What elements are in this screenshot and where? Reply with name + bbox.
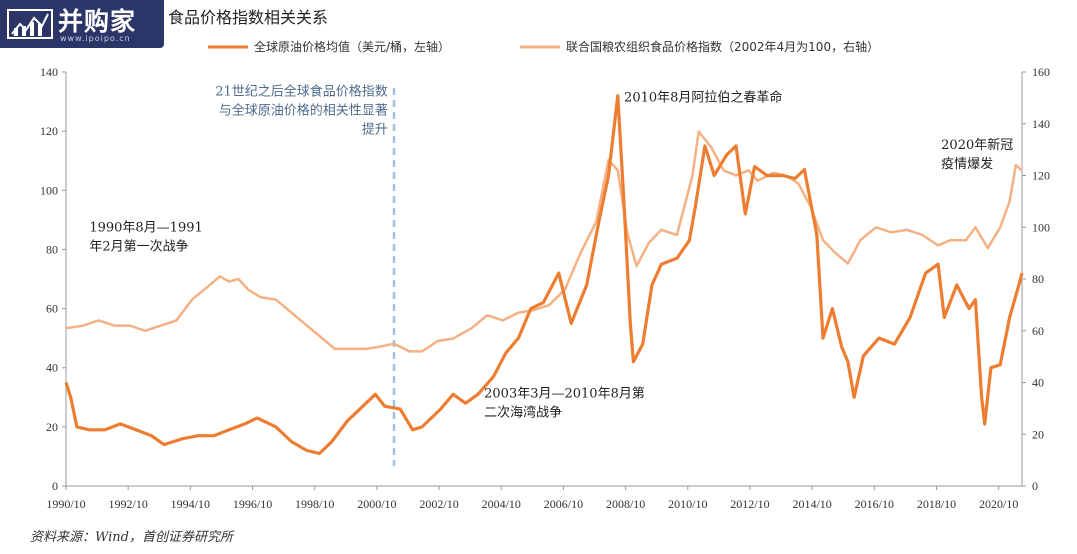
y-tick-left: 80: [46, 242, 58, 256]
plot-area: [64, 88, 1024, 466]
annotation-line: 21世纪之后全球食品价格指数: [215, 84, 388, 100]
axes: 0 20 40 60 80 100 120 140 0 20 40 60 80 100 120 140 160 1…: [40, 65, 1050, 511]
annotation-line: 二次海湾战争: [484, 404, 562, 420]
x-tick: 2020/10: [979, 497, 1018, 511]
x-tick: 2010/10: [668, 497, 707, 511]
annotation-line: 与全球原油价格的相关性显著: [219, 103, 388, 119]
chart-title: 食品价格指数相关关系: [168, 8, 329, 27]
annotation-line: 年2月第一次战争: [89, 239, 188, 255]
x-tick: 1994/10: [171, 497, 210, 511]
annotation-1: 21世纪之后全球食品价格指数与全球原油价格的相关性显著提升: [215, 84, 388, 138]
annotation-2: 2010年8月阿拉伯之春革命: [624, 90, 782, 106]
y-tick-left: 100: [40, 183, 58, 197]
annotation-5: 2003年3月—2010年8月第二次海湾战争: [484, 386, 645, 420]
y-tick-left: 40: [46, 361, 58, 375]
y-tick-right: 120: [1032, 169, 1050, 183]
annotation-line: 2020年新冠: [941, 137, 1013, 153]
annotation-line: 2003年3月—2010年8月第: [484, 386, 645, 401]
y-tick-right: 20: [1032, 427, 1044, 441]
annotation-line: 2010年8月阿拉伯之春革命: [624, 90, 782, 106]
annotation-line: 1990年8月—1991: [89, 221, 202, 236]
y-tick-right: 160: [1032, 65, 1050, 79]
x-tick: 2004/10: [482, 497, 521, 511]
x-tick: 2012/10: [730, 497, 769, 511]
logo: 并购家 www.ipoipo.cn: [0, 0, 164, 48]
series-line-oil-price: [64, 94, 1024, 456]
legend-label-oil: 全球原油价格均值（美元/桶，左轴）: [254, 39, 450, 54]
legend: 全球原油价格均值（美元/桶，左轴） 联合国粮农组织食品价格指数（2002年4月为…: [208, 39, 879, 54]
y-tick-right: 100: [1032, 220, 1050, 234]
x-tick: 1996/10: [233, 497, 272, 511]
x-tick: 2008/10: [606, 497, 645, 511]
x-tick: 2000/10: [357, 497, 396, 511]
x-tick: 1992/10: [109, 497, 148, 511]
source-note: 资料来源：Wind，首创证券研究所: [30, 530, 233, 545]
y-tick-left: 0: [52, 479, 58, 493]
building-chart-logo-icon: [7, 9, 53, 39]
series-line-food-index: [65, 130, 1023, 353]
annotation-3: 2020年新冠疫情爆发: [941, 137, 1013, 172]
y-tick-left: 140: [40, 65, 58, 79]
y-tick-right: 80: [1032, 272, 1044, 286]
x-tick: 2016/10: [855, 497, 894, 511]
y-tick-left: 120: [40, 124, 58, 138]
legend-label-food: 联合国粮农组织食品价格指数（2002年4月为100，右轴）: [566, 39, 879, 54]
y-tick-right: 0: [1032, 479, 1038, 493]
annotation-4: 1990年8月—1991 年2月第一次战争: [89, 221, 202, 255]
logo-url: www.ipoipo.cn: [60, 34, 131, 43]
annotation-line: 提升: [362, 122, 388, 138]
chart: 全球原油价格均值（美元/桶，左轴） 联合国粮农组织食品价格指数（2002年4月为…: [40, 39, 1050, 511]
logo-name: 并购家: [58, 7, 137, 36]
annotations: 21世纪之后全球食品价格指数与全球原油价格的相关性显著提升 2010年8月阿拉伯之…: [89, 84, 1013, 421]
y-tick-right: 140: [1032, 117, 1050, 131]
x-tick: 2002/10: [419, 497, 458, 511]
y-tick-right: 40: [1032, 376, 1044, 390]
x-tick: 2014/10: [792, 497, 831, 511]
y-tick-left: 20: [46, 420, 58, 434]
y-tick-left: 60: [46, 302, 58, 316]
x-tick: 1990/10: [46, 497, 85, 511]
annotation-line: 疫情爆发: [941, 156, 993, 172]
y-tick-right: 60: [1032, 324, 1044, 338]
x-tick: 2018/10: [917, 497, 956, 511]
x-tick: 2006/10: [544, 497, 583, 511]
x-tick: 1998/10: [295, 497, 334, 511]
